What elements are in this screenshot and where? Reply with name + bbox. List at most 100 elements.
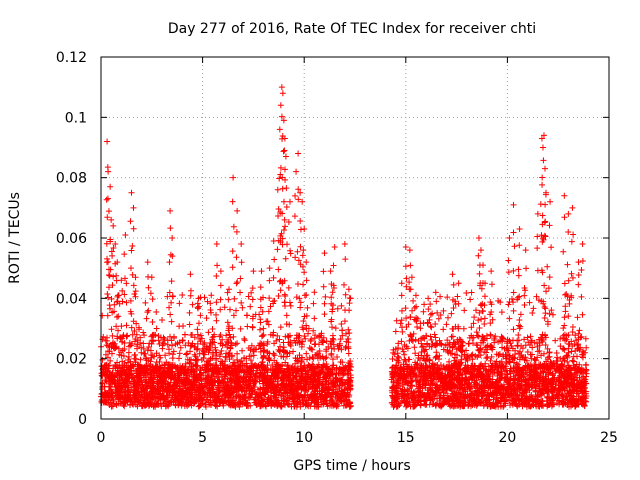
- data-point: [409, 395, 416, 402]
- data-point: [116, 394, 123, 401]
- data-point: [532, 357, 539, 364]
- data-point: [197, 401, 204, 408]
- data-point: [495, 403, 502, 410]
- data-point: [121, 399, 128, 406]
- data-point: [164, 293, 171, 300]
- data-point: [273, 359, 280, 366]
- data-point: [157, 354, 164, 361]
- data-point: [190, 381, 197, 388]
- data-point: [176, 339, 183, 346]
- data-point: [264, 382, 271, 389]
- data-point: [255, 386, 262, 393]
- data-point: [560, 401, 567, 408]
- data-point: [224, 344, 231, 351]
- data-point: [324, 403, 331, 410]
- data-point: [477, 400, 484, 407]
- data-point: [298, 338, 305, 345]
- data-point: [334, 305, 341, 312]
- data-point: [295, 367, 302, 374]
- data-point: [337, 336, 344, 343]
- data-point: [581, 402, 588, 409]
- data-point: [264, 340, 271, 347]
- data-point: [225, 401, 232, 408]
- data-point: [332, 378, 339, 385]
- data-point: [429, 310, 436, 317]
- data-point: [302, 374, 309, 381]
- data-point: [138, 349, 145, 356]
- data-point: [140, 365, 147, 372]
- data-point: [507, 380, 514, 387]
- data-point: [264, 366, 271, 373]
- data-point: [134, 384, 141, 391]
- data-point: [232, 403, 239, 410]
- data-point: [474, 332, 481, 339]
- data-point: [184, 403, 191, 410]
- data-point: [212, 402, 219, 409]
- data-point: [580, 392, 587, 399]
- data-point: [246, 394, 253, 401]
- data-point: [578, 333, 585, 340]
- data-point: [572, 347, 579, 354]
- data-point: [120, 364, 127, 371]
- data-point: [484, 353, 491, 360]
- data-point: [241, 384, 248, 391]
- data-point: [407, 372, 414, 379]
- data-point: [147, 384, 154, 391]
- data-point: [339, 368, 346, 375]
- data-point: [167, 379, 174, 386]
- data-point: [290, 348, 297, 355]
- data-point: [308, 345, 315, 352]
- data-point: [405, 393, 412, 400]
- data-point: [204, 389, 211, 396]
- data-point: [108, 394, 115, 401]
- data-point: [393, 317, 400, 324]
- data-point: [253, 390, 260, 397]
- data-point: [465, 364, 472, 371]
- data-point: [428, 336, 435, 343]
- data-point: [347, 386, 354, 393]
- data-point: [137, 334, 144, 341]
- data-point: [287, 342, 294, 349]
- data-point: [196, 386, 203, 393]
- data-point: [98, 363, 105, 370]
- data-point: [247, 368, 254, 375]
- data-point: [520, 365, 527, 372]
- data-point: [153, 365, 160, 372]
- data-point: [145, 378, 152, 385]
- data-point: [401, 370, 408, 377]
- data-point: [557, 355, 564, 362]
- data-point: [288, 387, 295, 394]
- data-point: [287, 386, 294, 393]
- data-point: [204, 298, 211, 305]
- data-point: [129, 400, 136, 407]
- data-point: [395, 340, 402, 347]
- data-point: [309, 346, 316, 353]
- data-point: [162, 352, 169, 359]
- data-point: [209, 382, 216, 389]
- data-point: [205, 329, 212, 336]
- data-point: [426, 316, 433, 323]
- data-point: [253, 401, 260, 408]
- data-point: [528, 355, 535, 362]
- data-point: [175, 355, 182, 362]
- data-point: [192, 353, 199, 360]
- data-point: [249, 388, 256, 395]
- data-point: [318, 337, 325, 344]
- data-point: [171, 388, 178, 395]
- data-point: [475, 373, 482, 380]
- data-point: [317, 354, 324, 361]
- data-point: [190, 374, 197, 381]
- data-point: [131, 338, 138, 345]
- data-point: [172, 402, 179, 409]
- data-point: [260, 331, 267, 338]
- data-point: [299, 365, 306, 372]
- data-point: [515, 337, 522, 344]
- data-point: [141, 350, 148, 357]
- data-point: [303, 381, 310, 388]
- data-point: [188, 363, 195, 370]
- data-point: [221, 362, 228, 369]
- data-point: [489, 380, 496, 387]
- data-point: [207, 309, 214, 316]
- data-point: [437, 374, 444, 381]
- data-point: [280, 339, 287, 346]
